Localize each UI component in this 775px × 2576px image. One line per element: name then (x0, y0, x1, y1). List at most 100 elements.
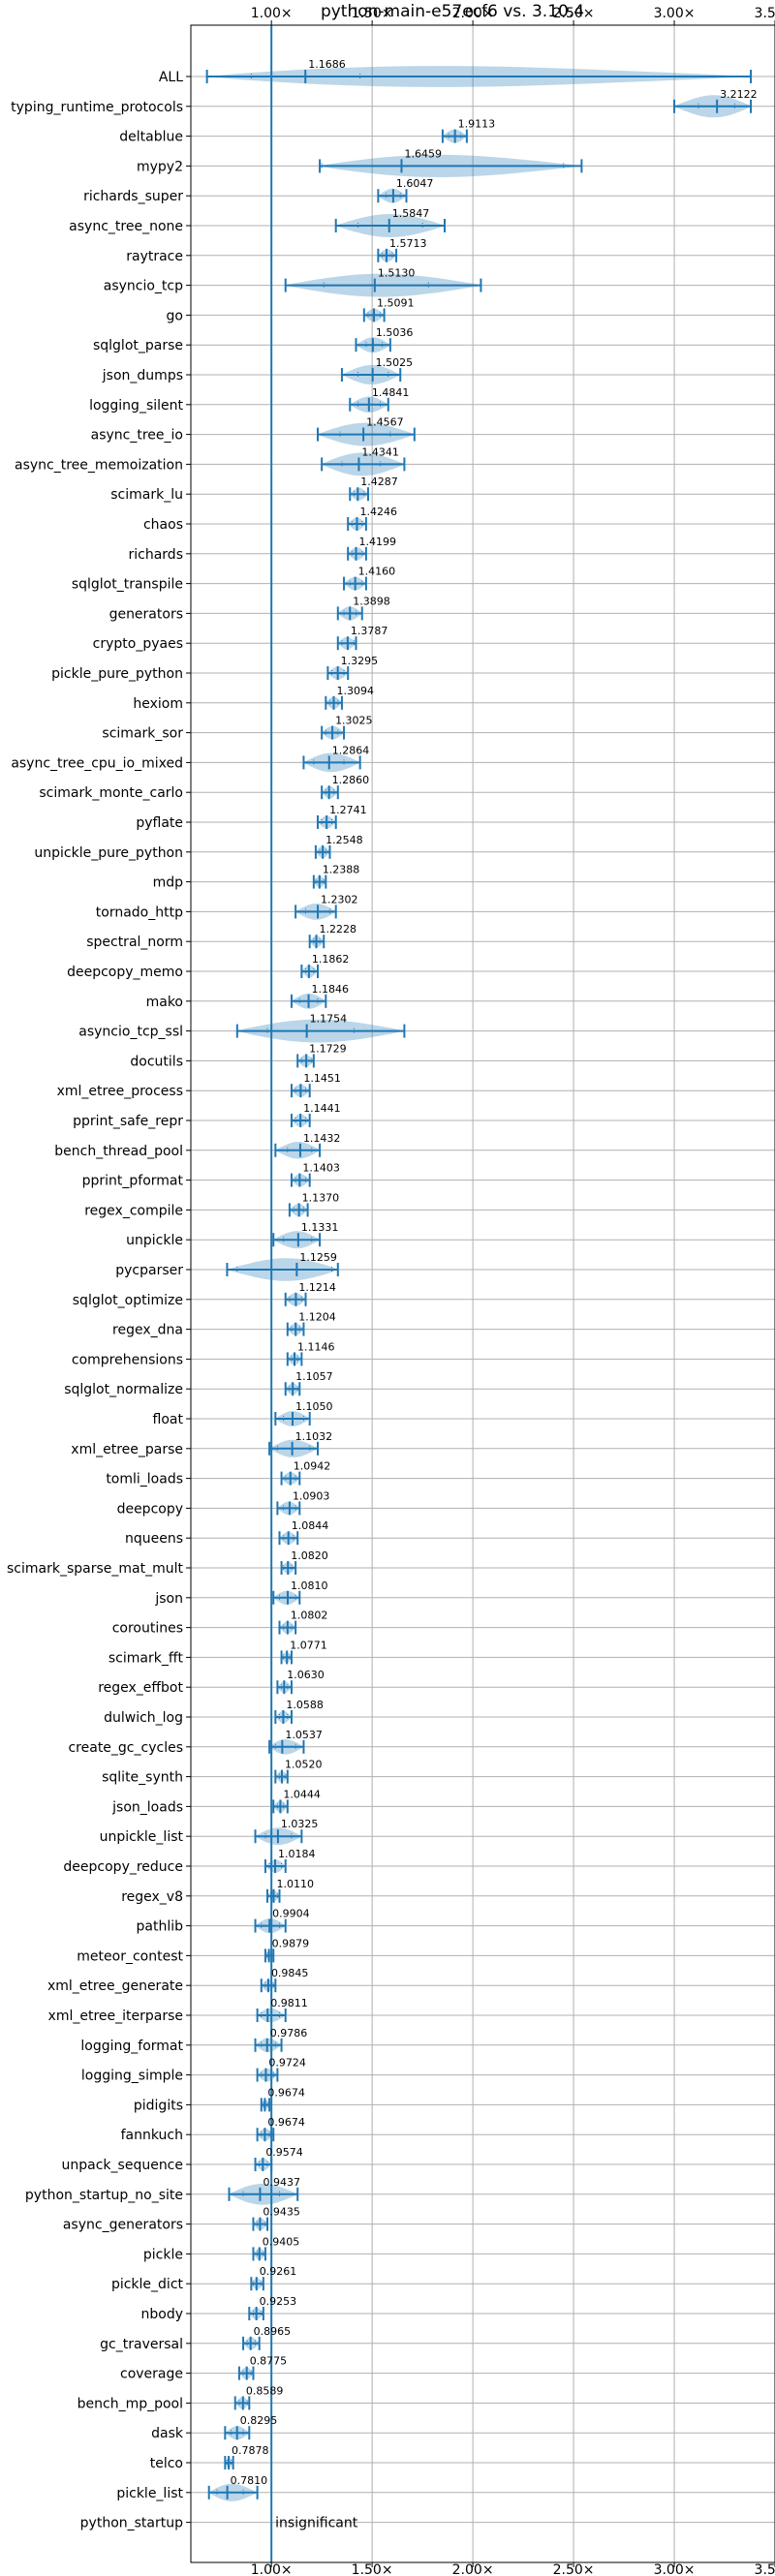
value-label: 1.2860 (332, 774, 370, 786)
value-label: 1.3094 (337, 685, 375, 697)
benchmark-label: async_tree_io (91, 428, 183, 444)
benchmark-label: pickle_pure_python (51, 666, 183, 682)
value-label: 1.6459 (404, 147, 442, 160)
value-label: 1.4841 (372, 386, 410, 399)
value-label: 1.5847 (392, 207, 430, 220)
value-label: 1.1214 (298, 1281, 336, 1294)
benchmark-label: tornado_http (96, 905, 183, 920)
value-label: 0.8965 (254, 2325, 292, 2338)
benchmark-label: richards_super (83, 189, 183, 204)
value-label: 1.0110 (276, 1878, 314, 1890)
value-label: 1.0820 (291, 1549, 328, 1562)
violin-layer (205, 66, 753, 2501)
x-tick-label-top: 1.00× (251, 6, 293, 21)
benchmark-label: scimark_sparse_mat_mult (7, 1561, 183, 1577)
benchmark-label: asyncio_tcp_ssl (78, 1025, 183, 1040)
benchmark-label: pickle_dict (111, 2277, 184, 2292)
value-label: 0.7878 (232, 2444, 268, 2457)
benchmark-label: xml_etree_process (57, 1084, 183, 1099)
value-label: 1.1057 (295, 1370, 333, 1383)
benchmark-label: unpickle_list (100, 1829, 184, 1845)
value-label: 1.5713 (389, 237, 427, 250)
value-label: 1.1331 (301, 1221, 339, 1234)
value-label: 1.1686 (308, 58, 346, 71)
value-label: 3.2122 (720, 88, 758, 101)
x-tick-label-bottom: 2.50× (553, 2562, 595, 2576)
benchmark-label: logging_format (80, 2039, 183, 2054)
value-label: 1.1754 (310, 1013, 348, 1026)
value-label: 1.2864 (332, 744, 370, 756)
benchmark-label: async_tree_none (69, 219, 183, 234)
value-label: 1.1032 (295, 1430, 333, 1443)
benchmark-label: meteor_contest (77, 1948, 183, 1964)
value-label: 0.9786 (270, 2027, 308, 2039)
value-label: 1.0325 (281, 1818, 319, 1830)
benchmark-label: sqlite_synth (102, 1770, 183, 1786)
value-label: 1.0537 (285, 1729, 323, 1741)
benchmark-label: deltablue (119, 130, 183, 145)
value-label: 0.9904 (272, 1908, 310, 1920)
benchmark-label: xml_etree_parse (71, 1442, 183, 1457)
value-label: 1.1729 (309, 1042, 347, 1055)
benchmark-label: pyflate (136, 815, 183, 831)
value-label: 1.2388 (323, 864, 360, 876)
label-layer: ALL typing_runtime_protocols deltablue mypy… (7, 58, 758, 2531)
benchmark-label: comprehensions (72, 1352, 183, 1367)
benchmark-label: typing_runtime_protocols (11, 100, 183, 115)
x-tick-label-top: 3.00× (654, 6, 696, 21)
benchmark-label: scimark_lu (110, 487, 183, 503)
value-label: 0.9879 (272, 1937, 310, 1949)
value-label: 1.4246 (359, 506, 397, 518)
benchmark-label: go (167, 308, 183, 323)
value-label: 1.0942 (294, 1460, 331, 1473)
value-label: 1.5036 (376, 326, 414, 339)
benchmark-label: pprint_safe_repr (73, 1114, 183, 1129)
benchmark-label: regex_dna (112, 1323, 183, 1338)
value-label: 1.0588 (286, 1699, 324, 1711)
value-label: 1.4160 (358, 566, 396, 578)
benchmark-label: async_generators (63, 2218, 183, 2233)
value-label: 1.1050 (295, 1400, 333, 1413)
benchmark-label: regex_v8 (121, 1889, 183, 1905)
benchmark-label: bench_mp_pool (78, 2396, 183, 2411)
value-label: 1.1451 (303, 1072, 341, 1085)
benchmark-label: json_dumps (102, 368, 183, 383)
benchmark-label: bench_thread_pool (54, 1144, 183, 1159)
value-label: 1.4567 (366, 416, 404, 429)
value-label: 0.8775 (250, 2355, 288, 2368)
benchmark-label: pickle_list (116, 2486, 183, 2501)
benchmark-label: async_tree_memoization (15, 457, 183, 473)
benchmark-label: mako (146, 995, 183, 1010)
value-label: 0.8295 (240, 2414, 277, 2427)
benchmark-label: pickle (143, 2247, 183, 2262)
benchmark-label: nqueens (125, 1531, 183, 1547)
value-label: 1.4287 (360, 475, 398, 488)
benchmark-label: sqlglot_normalize (64, 1382, 183, 1397)
benchmark-label: fannkuch (121, 2128, 183, 2143)
benchmark-label: nbody (141, 2307, 184, 2322)
benchmark-label: crypto_pyaes (93, 636, 183, 652)
value-label: 1.6047 (396, 177, 434, 190)
benchmark-label: unpickle_pure_python (34, 845, 183, 861)
benchmark-label: generators (109, 606, 183, 622)
benchmark-label: telco (150, 2456, 183, 2471)
benchmark-label: scimark_sor (102, 726, 183, 742)
benchmark-label: sqlglot_parse (93, 338, 183, 353)
benchmark-label: json_loads (111, 1799, 183, 1815)
benchmark-label: sqlglot_transpile (72, 577, 183, 593)
value-label: 1.0444 (283, 1788, 321, 1800)
value-label: 1.2548 (326, 834, 363, 846)
benchmark-label: dask (151, 2426, 184, 2441)
value-label: 0.9724 (268, 2057, 306, 2070)
benchmark-label: gc_traversal (100, 2337, 183, 2352)
value-label: 0.9405 (263, 2235, 300, 2248)
value-label: 1.2302 (321, 893, 358, 905)
value-label: 1.0771 (290, 1639, 327, 1651)
benchmark-label: spectral_norm (86, 935, 183, 950)
value-label: 1.5025 (376, 356, 414, 369)
benchmark-label: dulwich_log (104, 1710, 183, 1726)
value-label: 1.0810 (291, 1579, 328, 1592)
benchmark-label: logging_silent (89, 398, 183, 414)
value-label: 1.3787 (351, 625, 388, 637)
